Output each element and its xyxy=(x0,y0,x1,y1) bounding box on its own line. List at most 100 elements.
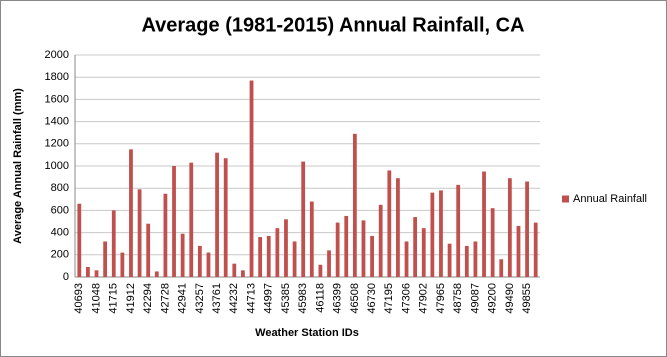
bar xyxy=(447,243,452,277)
x-tick-label: 47195 xyxy=(383,283,395,314)
bar xyxy=(197,245,202,277)
bar xyxy=(241,270,245,277)
legend-label: Annual Rainfall xyxy=(573,193,647,205)
x-tick-label: 42294 xyxy=(142,283,154,314)
bar xyxy=(361,220,366,277)
bar xyxy=(154,271,159,277)
bar xyxy=(482,171,486,277)
bar xyxy=(490,208,495,277)
x-tick-label: 49490 xyxy=(504,283,516,314)
bar xyxy=(499,259,504,277)
bar xyxy=(421,228,426,277)
bar xyxy=(77,203,82,277)
legend-swatch xyxy=(562,195,569,203)
bar xyxy=(94,270,99,277)
bar xyxy=(266,235,271,277)
bar xyxy=(223,158,228,277)
bar xyxy=(292,241,297,277)
x-tick-label: 41912 xyxy=(125,283,137,314)
x-tick-label: 42941 xyxy=(177,283,189,314)
bar xyxy=(103,241,108,277)
y-tick-label: 0 xyxy=(63,271,69,283)
y-tick-label: 400 xyxy=(51,227,69,239)
bar xyxy=(189,162,194,277)
bar xyxy=(456,184,461,277)
y-tick-label: 1200 xyxy=(45,138,69,150)
bar xyxy=(249,80,254,277)
x-tick-label: 45983 xyxy=(297,283,309,314)
bar xyxy=(318,264,323,277)
x-tick-label: 46118 xyxy=(314,283,326,313)
bar xyxy=(309,201,314,277)
bar xyxy=(111,210,116,277)
y-tick-label: 200 xyxy=(51,249,69,261)
x-tick-label: 49087 xyxy=(469,283,481,314)
bar xyxy=(335,222,340,277)
x-tick-label: 46508 xyxy=(349,283,361,314)
bar xyxy=(180,233,185,277)
bar xyxy=(473,241,478,277)
x-tick-label: 41048 xyxy=(90,283,102,314)
y-tick-label: 1800 xyxy=(45,71,69,83)
bar xyxy=(215,152,219,277)
chart-title: Average (1981-2015) Annual Rainfall, CA xyxy=(141,14,524,36)
bar xyxy=(430,192,435,277)
bar xyxy=(516,225,521,277)
bar xyxy=(439,190,443,277)
x-tick-label: 44713 xyxy=(245,283,257,314)
x-tick-label: 49855 xyxy=(521,283,533,314)
x-tick-label: 42728 xyxy=(159,283,171,314)
bar xyxy=(396,178,400,277)
bar xyxy=(86,267,90,277)
bar xyxy=(120,252,125,277)
bar xyxy=(387,170,392,277)
y-tick-label: 2000 xyxy=(45,49,69,61)
bar xyxy=(284,219,288,277)
bar xyxy=(507,178,512,277)
bar xyxy=(413,217,418,277)
bar xyxy=(275,228,280,277)
x-tick-label: 43761 xyxy=(211,283,223,314)
bar xyxy=(370,235,374,277)
x-axis-title: Weather Station IDs xyxy=(255,327,359,339)
y-tick-label: 1600 xyxy=(45,93,69,105)
y-tick-label: 1400 xyxy=(45,116,69,128)
x-tick-label: 47965 xyxy=(435,283,447,314)
bar xyxy=(172,166,176,277)
bar xyxy=(404,241,409,277)
x-tick-label: 44997 xyxy=(263,283,275,314)
bar xyxy=(137,189,142,277)
bar xyxy=(525,181,529,277)
bar xyxy=(206,252,211,277)
x-tick-label: 44232 xyxy=(228,283,240,314)
bar xyxy=(352,133,357,277)
x-tick-label: 43257 xyxy=(194,283,206,314)
bar xyxy=(258,237,263,277)
y-tick-label: 600 xyxy=(51,204,69,216)
bar xyxy=(129,149,133,277)
x-tick-label: 40693 xyxy=(73,283,85,314)
x-tick-label: 49200 xyxy=(487,283,499,314)
x-tick-label: 47306 xyxy=(400,283,412,314)
bar xyxy=(146,223,151,277)
x-tick-label: 48758 xyxy=(452,283,464,314)
x-tick-label: 45385 xyxy=(280,283,292,314)
y-axis-title: Average Annual Rainfall (mm) xyxy=(12,88,24,244)
bar xyxy=(464,245,469,277)
x-tick-label: 46399 xyxy=(332,283,344,314)
y-tick-label: 1000 xyxy=(45,160,69,172)
bar xyxy=(344,215,349,277)
x-tick-label: 41715 xyxy=(108,283,120,314)
bar xyxy=(301,161,306,277)
bar xyxy=(533,222,538,277)
bar xyxy=(327,250,331,277)
x-tick-label: 46730 xyxy=(366,283,378,314)
x-tick-label: 47902 xyxy=(418,283,430,314)
bar xyxy=(232,263,237,277)
y-tick-label: 800 xyxy=(51,182,69,194)
bar xyxy=(163,193,168,277)
bar xyxy=(378,204,383,277)
